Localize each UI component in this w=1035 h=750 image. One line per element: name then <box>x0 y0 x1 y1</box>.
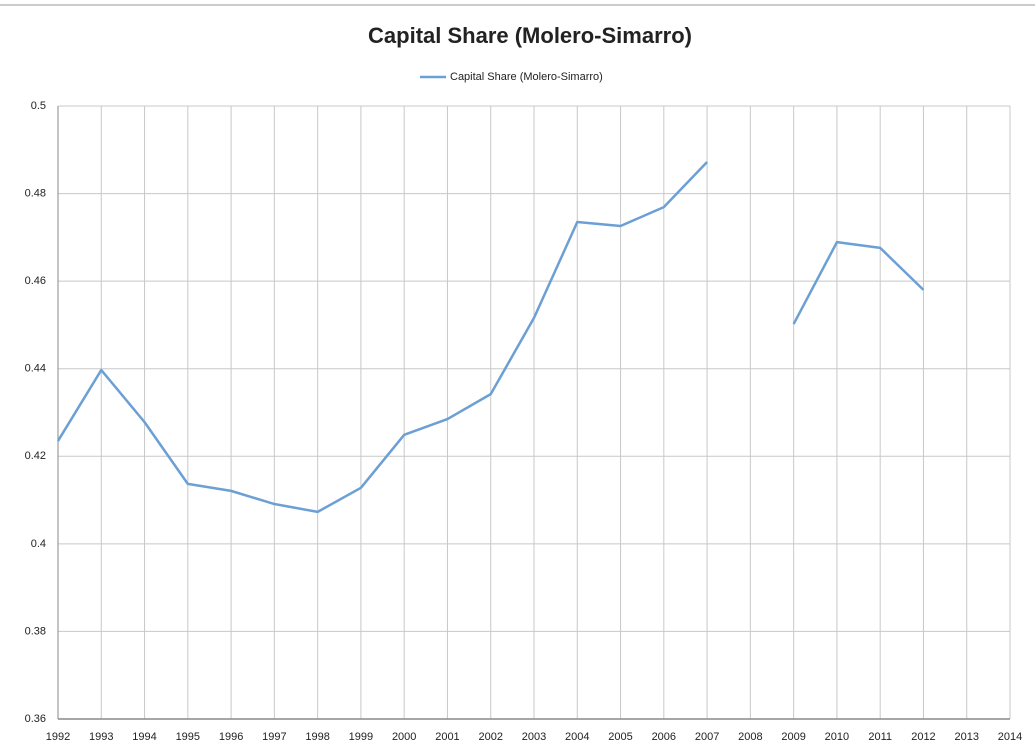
line-series <box>792 240 925 325</box>
x-tick-label: 2012 <box>911 731 935 743</box>
x-tick-label: 2008 <box>738 731 762 743</box>
y-tick-label: 0.38 <box>25 625 46 637</box>
legend-label: Capital Share (Molero-Simarro) <box>450 71 603 83</box>
y-tick-label: 0.44 <box>25 363 46 375</box>
x-tick-label: 2000 <box>392 731 416 743</box>
x-tick-label: 2002 <box>478 731 502 743</box>
x-tick-label: 1992 <box>46 731 70 743</box>
line-series <box>56 161 708 514</box>
y-tick-label: 0.48 <box>25 187 46 199</box>
x-tick-label: 2007 <box>695 731 719 743</box>
x-tick-label: 1996 <box>219 731 243 743</box>
x-tick-label: 2013 <box>954 731 978 743</box>
x-tick-label: 2003 <box>522 731 546 743</box>
x-tick-label: 2001 <box>435 731 459 743</box>
y-tick-label: 0.36 <box>25 713 46 725</box>
x-tick-label: 2006 <box>652 731 676 743</box>
x-tick-label: 2010 <box>825 731 849 743</box>
x-tick-label: 2014 <box>998 731 1022 743</box>
x-tick-label: 1998 <box>305 731 329 743</box>
x-tick-label: 1997 <box>262 731 286 743</box>
y-tick-label: 0.46 <box>25 275 46 287</box>
x-tick-label: 2004 <box>565 731 589 743</box>
y-tick-label: 0.4 <box>31 538 46 550</box>
x-tick-label: 1999 <box>349 731 373 743</box>
chart-title: Capital Share (Molero-Simarro) <box>368 23 692 48</box>
y-tick-label: 0.5 <box>31 100 46 112</box>
x-tick-label: 2009 <box>781 731 805 743</box>
y-tick-label: 0.42 <box>25 450 46 462</box>
x-tick-label: 1993 <box>89 731 113 743</box>
x-tick-label: 1994 <box>132 731 156 743</box>
x-tick-label: 2005 <box>608 731 632 743</box>
x-tick-label: 1995 <box>176 731 200 743</box>
x-tick-label: 2011 <box>868 731 892 743</box>
